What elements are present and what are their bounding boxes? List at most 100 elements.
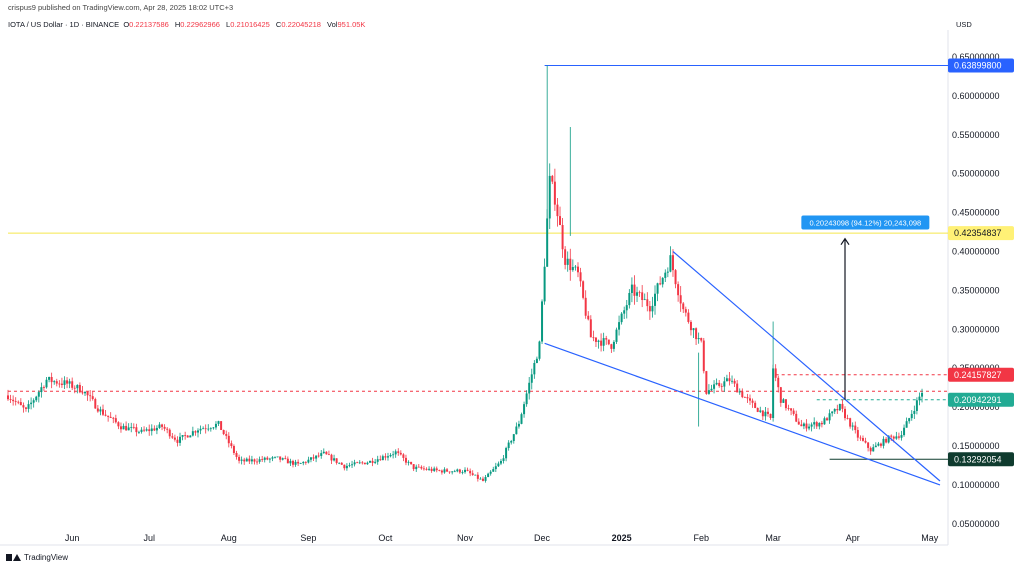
candle-down	[384, 456, 387, 458]
x-tick-label: May	[921, 533, 939, 543]
candle-up	[597, 340, 600, 342]
candle-down	[466, 469, 469, 471]
candle-up	[150, 428, 153, 432]
candle-down	[587, 315, 590, 320]
candle-down	[774, 368, 777, 378]
candle-down	[417, 466, 420, 468]
candle-down	[9, 399, 12, 400]
candle-down	[73, 387, 76, 389]
candle-up	[738, 391, 741, 393]
candle-down	[425, 468, 428, 470]
candle-down	[633, 284, 636, 296]
candle-up	[32, 400, 35, 403]
candle-up	[713, 384, 716, 389]
candle-up	[281, 458, 284, 460]
candle-up	[179, 436, 182, 443]
footer-brand[interactable]: TradingView	[6, 553, 68, 562]
candle-up	[661, 277, 664, 285]
candle-up	[214, 423, 217, 428]
price-label: 0.20942291	[954, 395, 1002, 405]
candle-down	[481, 478, 484, 481]
candle-up	[499, 460, 502, 464]
y-tick-label: 0.20000000	[952, 402, 1000, 412]
candle-down	[148, 429, 151, 432]
candle-down	[60, 383, 63, 385]
candle-down	[286, 458, 289, 464]
candle-up	[137, 431, 140, 433]
candle-down	[679, 295, 682, 304]
candle-down	[826, 418, 829, 421]
currency-label[interactable]: USD	[956, 20, 972, 29]
candle-down	[24, 407, 27, 409]
candle-up	[533, 362, 536, 375]
price-label-box	[948, 452, 1014, 467]
candle-down	[607, 339, 610, 345]
candle-up	[366, 462, 369, 465]
x-tick-label: Mar	[765, 533, 781, 543]
candle-down	[58, 383, 61, 385]
candle-down	[7, 395, 9, 400]
candle-down	[412, 464, 415, 470]
candle-down	[173, 437, 176, 440]
candle-up	[502, 458, 505, 461]
candle-down	[820, 422, 823, 425]
candle-up	[810, 424, 813, 427]
candle-up	[68, 381, 71, 384]
candle-down	[766, 411, 769, 414]
candle-down	[700, 338, 703, 341]
candle-down	[561, 225, 564, 250]
trend-line	[672, 251, 941, 482]
candle-down	[96, 408, 99, 412]
ohlc-close: C0.22045218	[275, 20, 321, 29]
candle-up	[433, 468, 436, 471]
candle-down	[112, 417, 115, 419]
ohlc-volume: Vol951.05K	[327, 20, 366, 29]
candle-up	[428, 468, 431, 470]
candle-down	[330, 454, 333, 461]
candle-down	[235, 452, 238, 457]
candle-up	[887, 435, 890, 443]
y-tick-label: 0.15000000	[952, 441, 1000, 451]
measure-arrow-head	[840, 237, 850, 245]
candle-up	[37, 392, 40, 397]
candle-up	[374, 461, 377, 463]
candle-up	[808, 426, 811, 429]
candle-up	[908, 418, 911, 422]
candle-up	[271, 457, 274, 459]
candle-up	[903, 427, 906, 436]
candle-up	[48, 377, 51, 380]
ohlc-high: H0.22962966	[174, 20, 220, 29]
candle-down	[579, 272, 582, 282]
candle-down	[553, 181, 556, 205]
candle-up	[543, 266, 546, 302]
candle-up	[643, 299, 646, 301]
candle-down	[194, 431, 197, 433]
candle-down	[153, 428, 156, 431]
candle-up	[461, 472, 464, 473]
candle-up	[35, 396, 38, 401]
candle-up	[656, 283, 659, 294]
candle-down	[143, 429, 146, 431]
price-label-box	[948, 367, 1014, 382]
candle-down	[343, 464, 346, 469]
candle-up	[764, 411, 767, 417]
candle-up	[181, 435, 184, 437]
candle-up	[76, 384, 79, 389]
candle-up	[212, 427, 215, 429]
candle-up	[628, 292, 631, 306]
y-tick-label: 0.40000000	[952, 247, 1000, 257]
candle-up	[289, 460, 292, 464]
candle-up	[612, 341, 615, 349]
candle-down	[89, 395, 92, 397]
candle-up	[258, 459, 261, 462]
y-tick-label: 0.05000000	[952, 519, 1000, 529]
candle-down	[135, 427, 138, 433]
candle-down	[751, 400, 754, 403]
candle-up	[333, 458, 336, 461]
candle-down	[582, 281, 585, 298]
candle-up	[874, 445, 877, 448]
candle-up	[30, 402, 33, 405]
candle-down	[204, 428, 207, 430]
candle-up	[818, 422, 821, 427]
